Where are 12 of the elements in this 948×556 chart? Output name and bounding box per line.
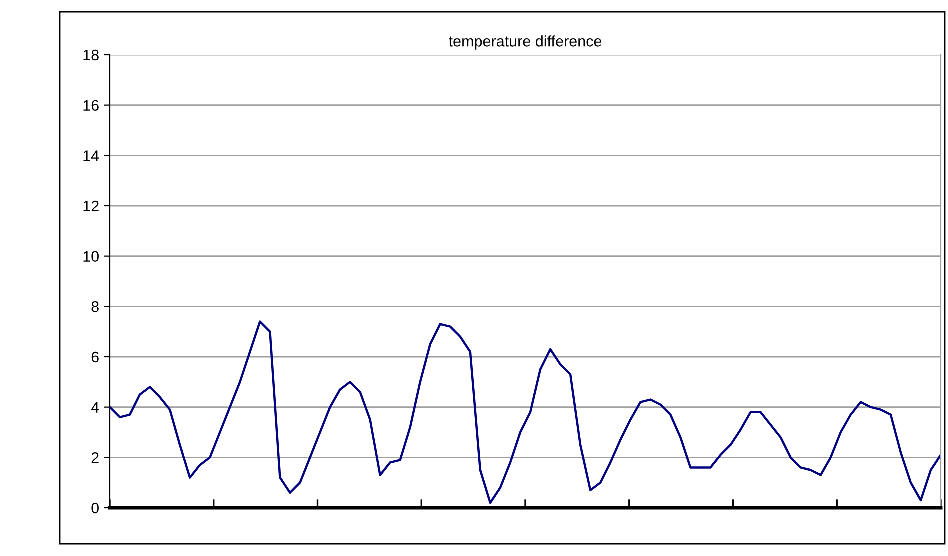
line-series xyxy=(110,320,941,504)
y-tick-label: 4 xyxy=(91,402,100,413)
y-tick-label: 16 xyxy=(84,100,99,112)
y-tick-label: 8 xyxy=(92,302,99,312)
y-tick-label: 2 xyxy=(92,452,99,464)
y-tick-label: 14 xyxy=(84,150,100,162)
y-tick-label: 0 xyxy=(92,502,99,514)
y-tick-label: 18 xyxy=(84,50,99,61)
y-tick-label: 6 xyxy=(92,352,99,363)
chart-title: temperature difference xyxy=(449,36,602,50)
y-tick-label: 12 xyxy=(84,200,99,212)
y-tick-label: 10 xyxy=(84,251,99,262)
